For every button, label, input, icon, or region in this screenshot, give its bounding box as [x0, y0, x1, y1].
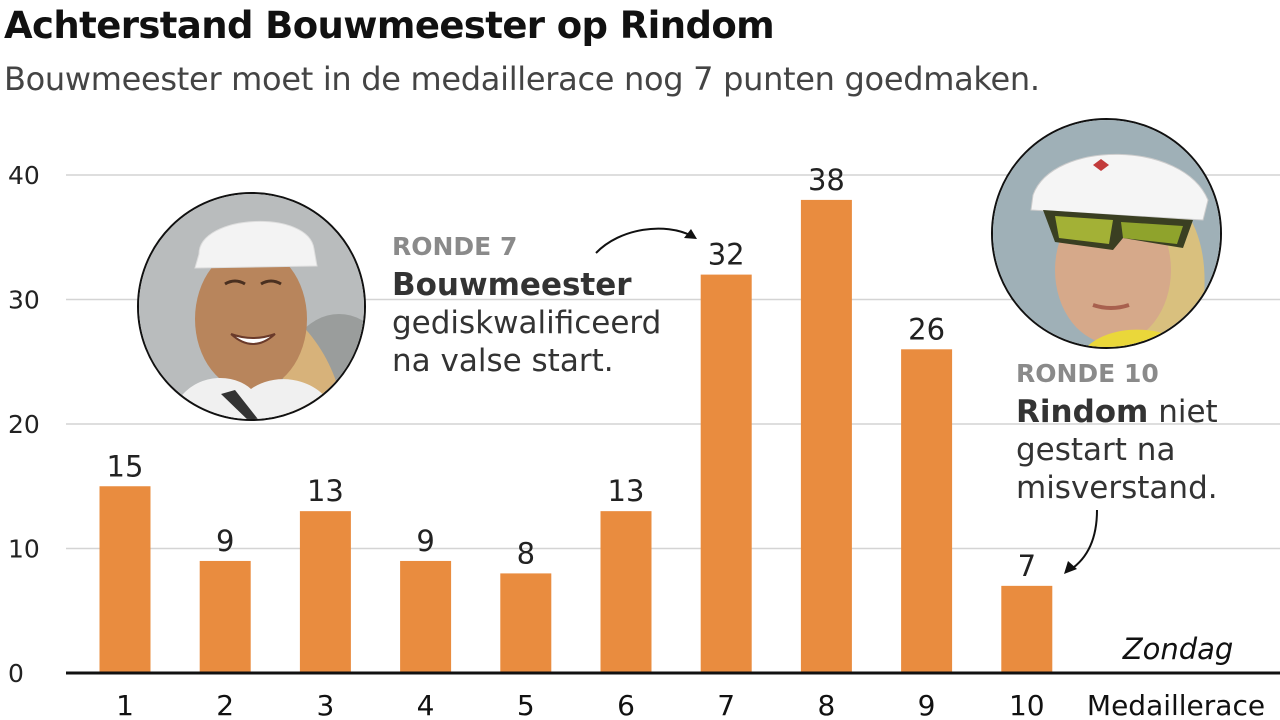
bar — [800, 199, 852, 673]
y-tick-label: 30 — [8, 286, 40, 315]
value-label: 8 — [517, 536, 535, 570]
value-label: 13 — [608, 474, 645, 508]
y-tick-labels: 0 10 20 30 40 — [8, 161, 40, 688]
sailor-portrait-sunglasses-icon — [991, 118, 1222, 349]
sailor-portrait-smiling-icon — [137, 192, 366, 421]
value-label: 9 — [216, 524, 234, 558]
bar — [99, 486, 151, 673]
value-label: 7 — [1018, 549, 1036, 583]
annotation-round7-line3: na valse start. — [392, 343, 614, 379]
value-label: 13 — [307, 474, 344, 508]
bar — [700, 274, 752, 673]
x-tick-label: 8 — [817, 689, 835, 720]
bar — [1001, 585, 1053, 673]
y-tick-label: 10 — [8, 535, 40, 564]
x-tick-label: 9 — [918, 689, 936, 720]
bar — [500, 573, 552, 673]
annotation-round10-name-line: Rindom niet — [1016, 393, 1218, 431]
x-tick-label: 5 — [517, 689, 535, 720]
annotation-round10-kicker: RONDE 10 — [1016, 359, 1159, 388]
bar — [199, 560, 251, 673]
value-labels: 15 9 13 9 8 13 32 38 26 7 — [107, 163, 1036, 583]
annotation-round7: RONDE 7 Bouwmeester gediskwalificeerd na… — [392, 228, 661, 380]
x-tick-label-medaillerace: Medaillerace — [1087, 689, 1265, 720]
y-tick-label: 0 — [8, 659, 24, 688]
arrow-round7 — [595, 227, 693, 254]
chart-subtitle: Bouwmeester moet in de medaillerace nog … — [4, 60, 1040, 98]
annotation-round10-name: Rindom — [1016, 394, 1149, 430]
value-label: 26 — [908, 312, 945, 346]
arrow-round10-head — [1064, 561, 1077, 574]
annotation-round7-kicker: RONDE 7 — [392, 232, 518, 261]
annotation-round10: RONDE 10 Rindom niet gestart na misverst… — [1016, 355, 1218, 507]
x-tick-label: 3 — [316, 689, 334, 720]
y-tick-label: 40 — [8, 161, 40, 190]
bar — [400, 560, 452, 673]
y-tick-label: 20 — [8, 410, 40, 439]
x-tick-label: 6 — [617, 689, 635, 720]
chart-title: Achterstand Bouwmeester op Rindom — [4, 4, 775, 47]
bar — [299, 511, 351, 673]
medaillerace-note: Zondag — [1122, 632, 1234, 666]
annotation-round10-name-suffix: niet — [1148, 394, 1218, 430]
value-label: 15 — [107, 449, 144, 483]
bars — [99, 199, 1053, 673]
x-tick-label: 7 — [717, 689, 735, 720]
value-label: 9 — [416, 524, 434, 558]
annotation-round10-line2: gestart na — [1016, 432, 1176, 468]
annotation-round7-line2: gediskwalificeerd — [392, 305, 662, 341]
annotation-round10-line3: misverstand. — [1016, 470, 1218, 506]
x-tick-label: 4 — [417, 689, 435, 720]
x-tick-label: 2 — [216, 689, 234, 720]
value-label: 32 — [708, 238, 745, 272]
arrow-round7-head — [684, 229, 697, 239]
bar — [600, 511, 652, 673]
arrow-round10 — [1069, 509, 1098, 571]
bar — [901, 349, 953, 673]
x-tick-label: 10 — [1009, 689, 1045, 720]
value-label: 38 — [808, 163, 845, 197]
x-tick-labels: 1 2 3 4 5 6 7 8 9 10 Medaillerace Zondag — [116, 632, 1265, 720]
x-tick-label: 1 — [116, 689, 134, 720]
annotation-round7-name: Bouwmeester — [392, 267, 632, 303]
